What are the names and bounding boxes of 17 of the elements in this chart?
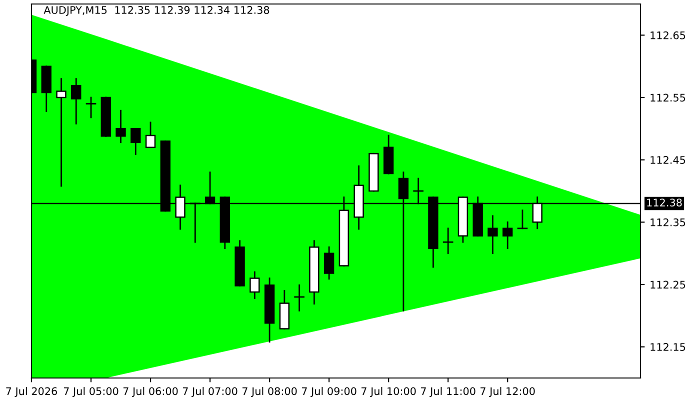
x-tick-label: 7 Jul 09:00 [302, 387, 356, 398]
x-tick-label: 7 Jul 10:00 [362, 387, 416, 398]
x-tick-label: 7 Jul 2026 [6, 387, 58, 398]
x-tick-label: 7 Jul 05:00 [64, 387, 118, 398]
x-tick-label: 7 Jul 11:00 [421, 387, 476, 398]
y-tick-label: 112.35 [650, 218, 686, 226]
x-tick-label: 7 Jul 06:00 [123, 387, 178, 398]
ref-line-label: 112.38 [647, 198, 682, 206]
y-tick-label: 112.15 [650, 343, 686, 351]
x-tick-label: 7 Jul 12:00 [480, 387, 535, 398]
y-tick-label: 112.55 [650, 94, 686, 102]
y-tick-label: 112.65 [650, 31, 686, 40]
y-tick-label: 112.25 [650, 280, 686, 289]
y-tick-label: 112.45 [650, 156, 686, 164]
x-tick-label: 7 Jul 07:00 [182, 387, 238, 398]
chart-title: AUDJPY,M15 112.35 112.39 112.34 112.38 [44, 6, 270, 16]
x-tick-label: 7 Jul 08:00 [242, 387, 297, 398]
